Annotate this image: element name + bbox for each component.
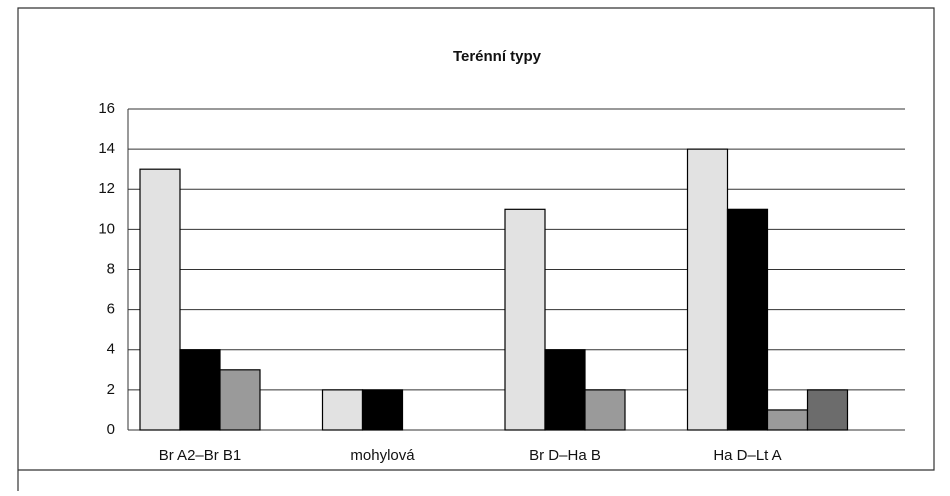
x-tick-label: Br D–Ha B [529,447,601,464]
bar [504,208,546,431]
bar [544,349,586,431]
bar [361,389,404,431]
chart-title: Terénní typy [453,48,542,65]
bar [726,208,769,431]
y-tick-label: 12 [98,180,115,197]
y-tick-label: 2 [107,381,115,398]
bar [806,389,849,431]
x-tick-label: Br A2–Br B1 [159,447,242,464]
y-tick-label: 16 [98,100,115,117]
bar [219,369,261,431]
bar [686,148,729,431]
bar [179,349,221,431]
bar [139,168,181,431]
y-tick-label: 10 [98,220,115,237]
frame [17,7,935,491]
y-tick-label: 6 [107,301,115,318]
x-tick-label: mohylová [350,447,415,464]
x-tick-label: Ha D–Lt A [713,447,781,464]
y-tick-label: 8 [107,260,115,277]
bar [766,409,809,431]
bar [321,389,364,431]
y-tick-label: 14 [98,140,115,157]
bar [584,389,626,431]
y-tick-label: 0 [107,421,115,438]
y-tick-label: 4 [107,341,115,358]
